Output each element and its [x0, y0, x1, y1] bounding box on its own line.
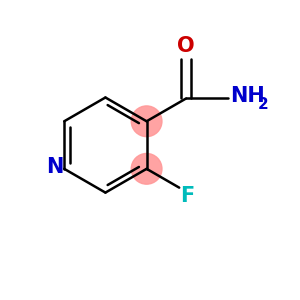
- Text: N: N: [46, 157, 63, 177]
- Circle shape: [131, 154, 162, 184]
- Circle shape: [131, 106, 162, 136]
- Text: NH: NH: [230, 85, 264, 106]
- Text: F: F: [180, 186, 194, 206]
- Text: 2: 2: [257, 97, 268, 112]
- Text: O: O: [177, 36, 195, 56]
